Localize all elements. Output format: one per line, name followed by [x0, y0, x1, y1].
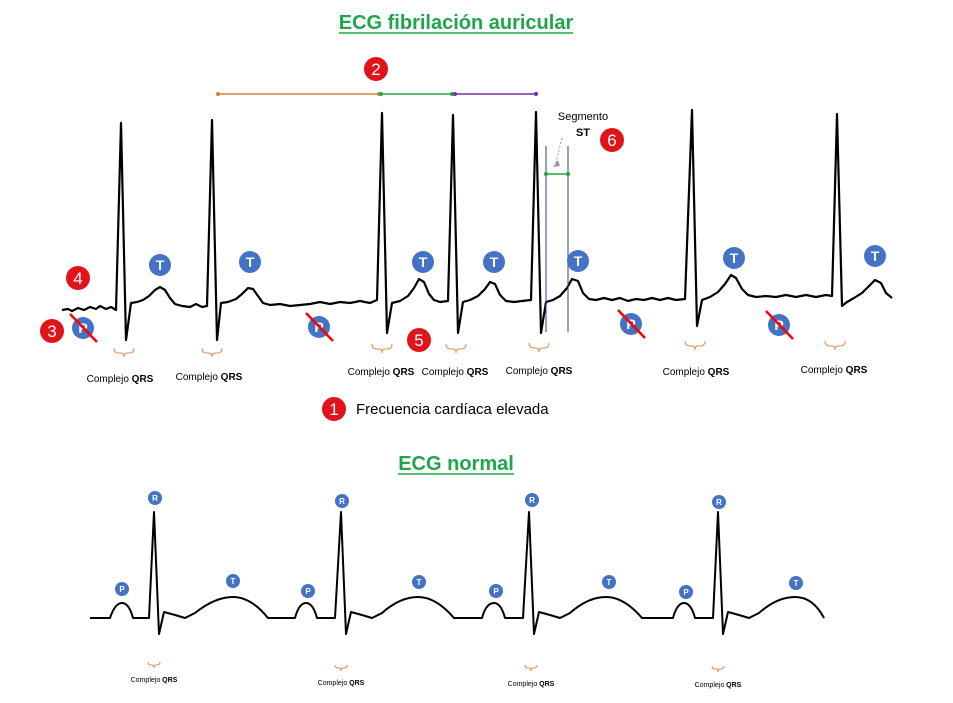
svg-text:T: T	[231, 577, 236, 586]
marker-3: 3	[40, 319, 64, 343]
qrs-label: Complejo QRS	[695, 682, 742, 689]
qrs-brace	[711, 665, 725, 673]
t-wave-badge: T	[483, 251, 505, 273]
svg-text:T: T	[417, 578, 422, 587]
qrs-label: Complejo QRS	[176, 372, 243, 383]
st-label-line1: Segmento	[558, 111, 608, 123]
qrs-labels-normal: Complejo QRS Complejo QRS Complejo QRS C…	[131, 661, 742, 689]
svg-text:1: 1	[329, 400, 338, 419]
r-wave-badge: R	[712, 495, 726, 509]
qrs-brace	[445, 343, 467, 354]
st-label-line2: ST	[576, 127, 590, 139]
t-wave-badge: T	[567, 250, 589, 272]
p-wave-badge: P	[489, 584, 503, 598]
svg-text:T: T	[730, 250, 739, 266]
svg-text:R: R	[529, 496, 535, 505]
svg-text:P: P	[305, 587, 311, 596]
marker-4: 4	[66, 266, 90, 290]
t-wave-badge: T	[723, 247, 745, 269]
svg-text:P: P	[493, 587, 499, 596]
title-fibrilacion: ECG fibrilación auricular	[339, 12, 574, 34]
svg-text:T: T	[574, 253, 583, 269]
normal-ecg-trace	[90, 511, 825, 635]
absent-p-waves: P P P P	[69, 309, 794, 343]
marker-1	[322, 397, 346, 421]
marker-2: 2	[364, 57, 388, 81]
svg-text:5: 5	[414, 331, 423, 350]
rr-interval-bars	[216, 92, 538, 96]
qrs-label: Complejo QRS	[87, 374, 154, 385]
r-wave-badge: R	[525, 493, 539, 507]
marker-5: 5	[407, 328, 431, 352]
af-ecg-trace	[61, 108, 893, 342]
qrs-brace	[371, 343, 393, 354]
crossed-p-icon: P	[305, 312, 334, 342]
p-wave-badge: P	[301, 584, 315, 598]
qrs-label: Complejo QRS	[506, 366, 573, 377]
svg-text:T: T	[607, 578, 612, 587]
t-wave-badges-af: T T T T T T T	[149, 245, 886, 276]
qrs-brace	[684, 340, 706, 351]
qrs-labels-af: Complejo QRS Complejo QRS Complejo QRS C…	[87, 340, 868, 385]
t-wave-badge: T	[149, 254, 171, 276]
legend-text: Frecuencia cardíaca elevada	[356, 401, 549, 418]
r-wave-badge: R	[335, 494, 349, 508]
qrs-brace	[524, 664, 538, 672]
qrs-brace	[113, 347, 135, 358]
svg-text:P: P	[683, 588, 689, 597]
qrs-brace	[147, 661, 161, 669]
svg-text:P: P	[119, 585, 125, 594]
t-wave-badge: T	[864, 245, 886, 267]
svg-text:T: T	[156, 257, 165, 273]
crossed-p-icon: P	[69, 313, 98, 343]
p-wave-badge: P	[679, 585, 693, 599]
qrs-label: Complejo QRS	[422, 367, 489, 378]
crossed-p-icon: P	[765, 310, 794, 340]
title-normal: ECG normal	[398, 453, 514, 475]
svg-text:6: 6	[607, 131, 616, 150]
normal-wave-badges: R R R R P P P P T T T T	[115, 491, 803, 599]
qrs-label: Complejo QRS	[801, 365, 868, 376]
qrs-label: Complejo QRS	[508, 681, 555, 688]
svg-text:R: R	[716, 498, 722, 507]
t-wave-badge: T	[226, 574, 240, 588]
st-pointer-arrow	[554, 137, 563, 167]
svg-text:R: R	[339, 497, 345, 506]
qrs-brace	[824, 340, 846, 351]
qrs-brace	[334, 664, 348, 672]
t-wave-badge: T	[412, 575, 426, 589]
t-wave-badge: T	[412, 251, 434, 273]
legend-frecuencia: 1 Frecuencia cardíaca elevada	[322, 397, 549, 421]
svg-text:4: 4	[73, 269, 82, 288]
svg-text:T: T	[794, 579, 799, 588]
svg-text:T: T	[419, 254, 428, 270]
svg-text:T: T	[871, 248, 880, 264]
svg-text:R: R	[152, 494, 158, 503]
crossed-p-icon: P	[617, 309, 646, 339]
t-wave-badge: T	[239, 251, 261, 273]
qrs-label: Complejo QRS	[348, 367, 415, 378]
qrs-brace	[201, 347, 223, 358]
t-wave-badge: T	[602, 575, 616, 589]
qrs-brace	[528, 342, 550, 353]
svg-text:T: T	[246, 254, 255, 270]
qrs-label: Complejo QRS	[663, 367, 730, 378]
svg-text:2: 2	[371, 60, 380, 79]
t-wave-badge: T	[789, 576, 803, 590]
qrs-label: Complejo QRS	[131, 677, 178, 684]
marker-6: 6	[600, 128, 624, 152]
st-segment: Segmento ST	[544, 111, 608, 332]
p-wave-badge: P	[115, 582, 129, 596]
qrs-label: Complejo QRS	[318, 680, 365, 687]
numbered-markers: 2 4 3 5 6	[40, 57, 624, 352]
svg-text:T: T	[490, 254, 499, 270]
svg-text:3: 3	[47, 322, 56, 341]
r-wave-badge: R	[148, 491, 162, 505]
